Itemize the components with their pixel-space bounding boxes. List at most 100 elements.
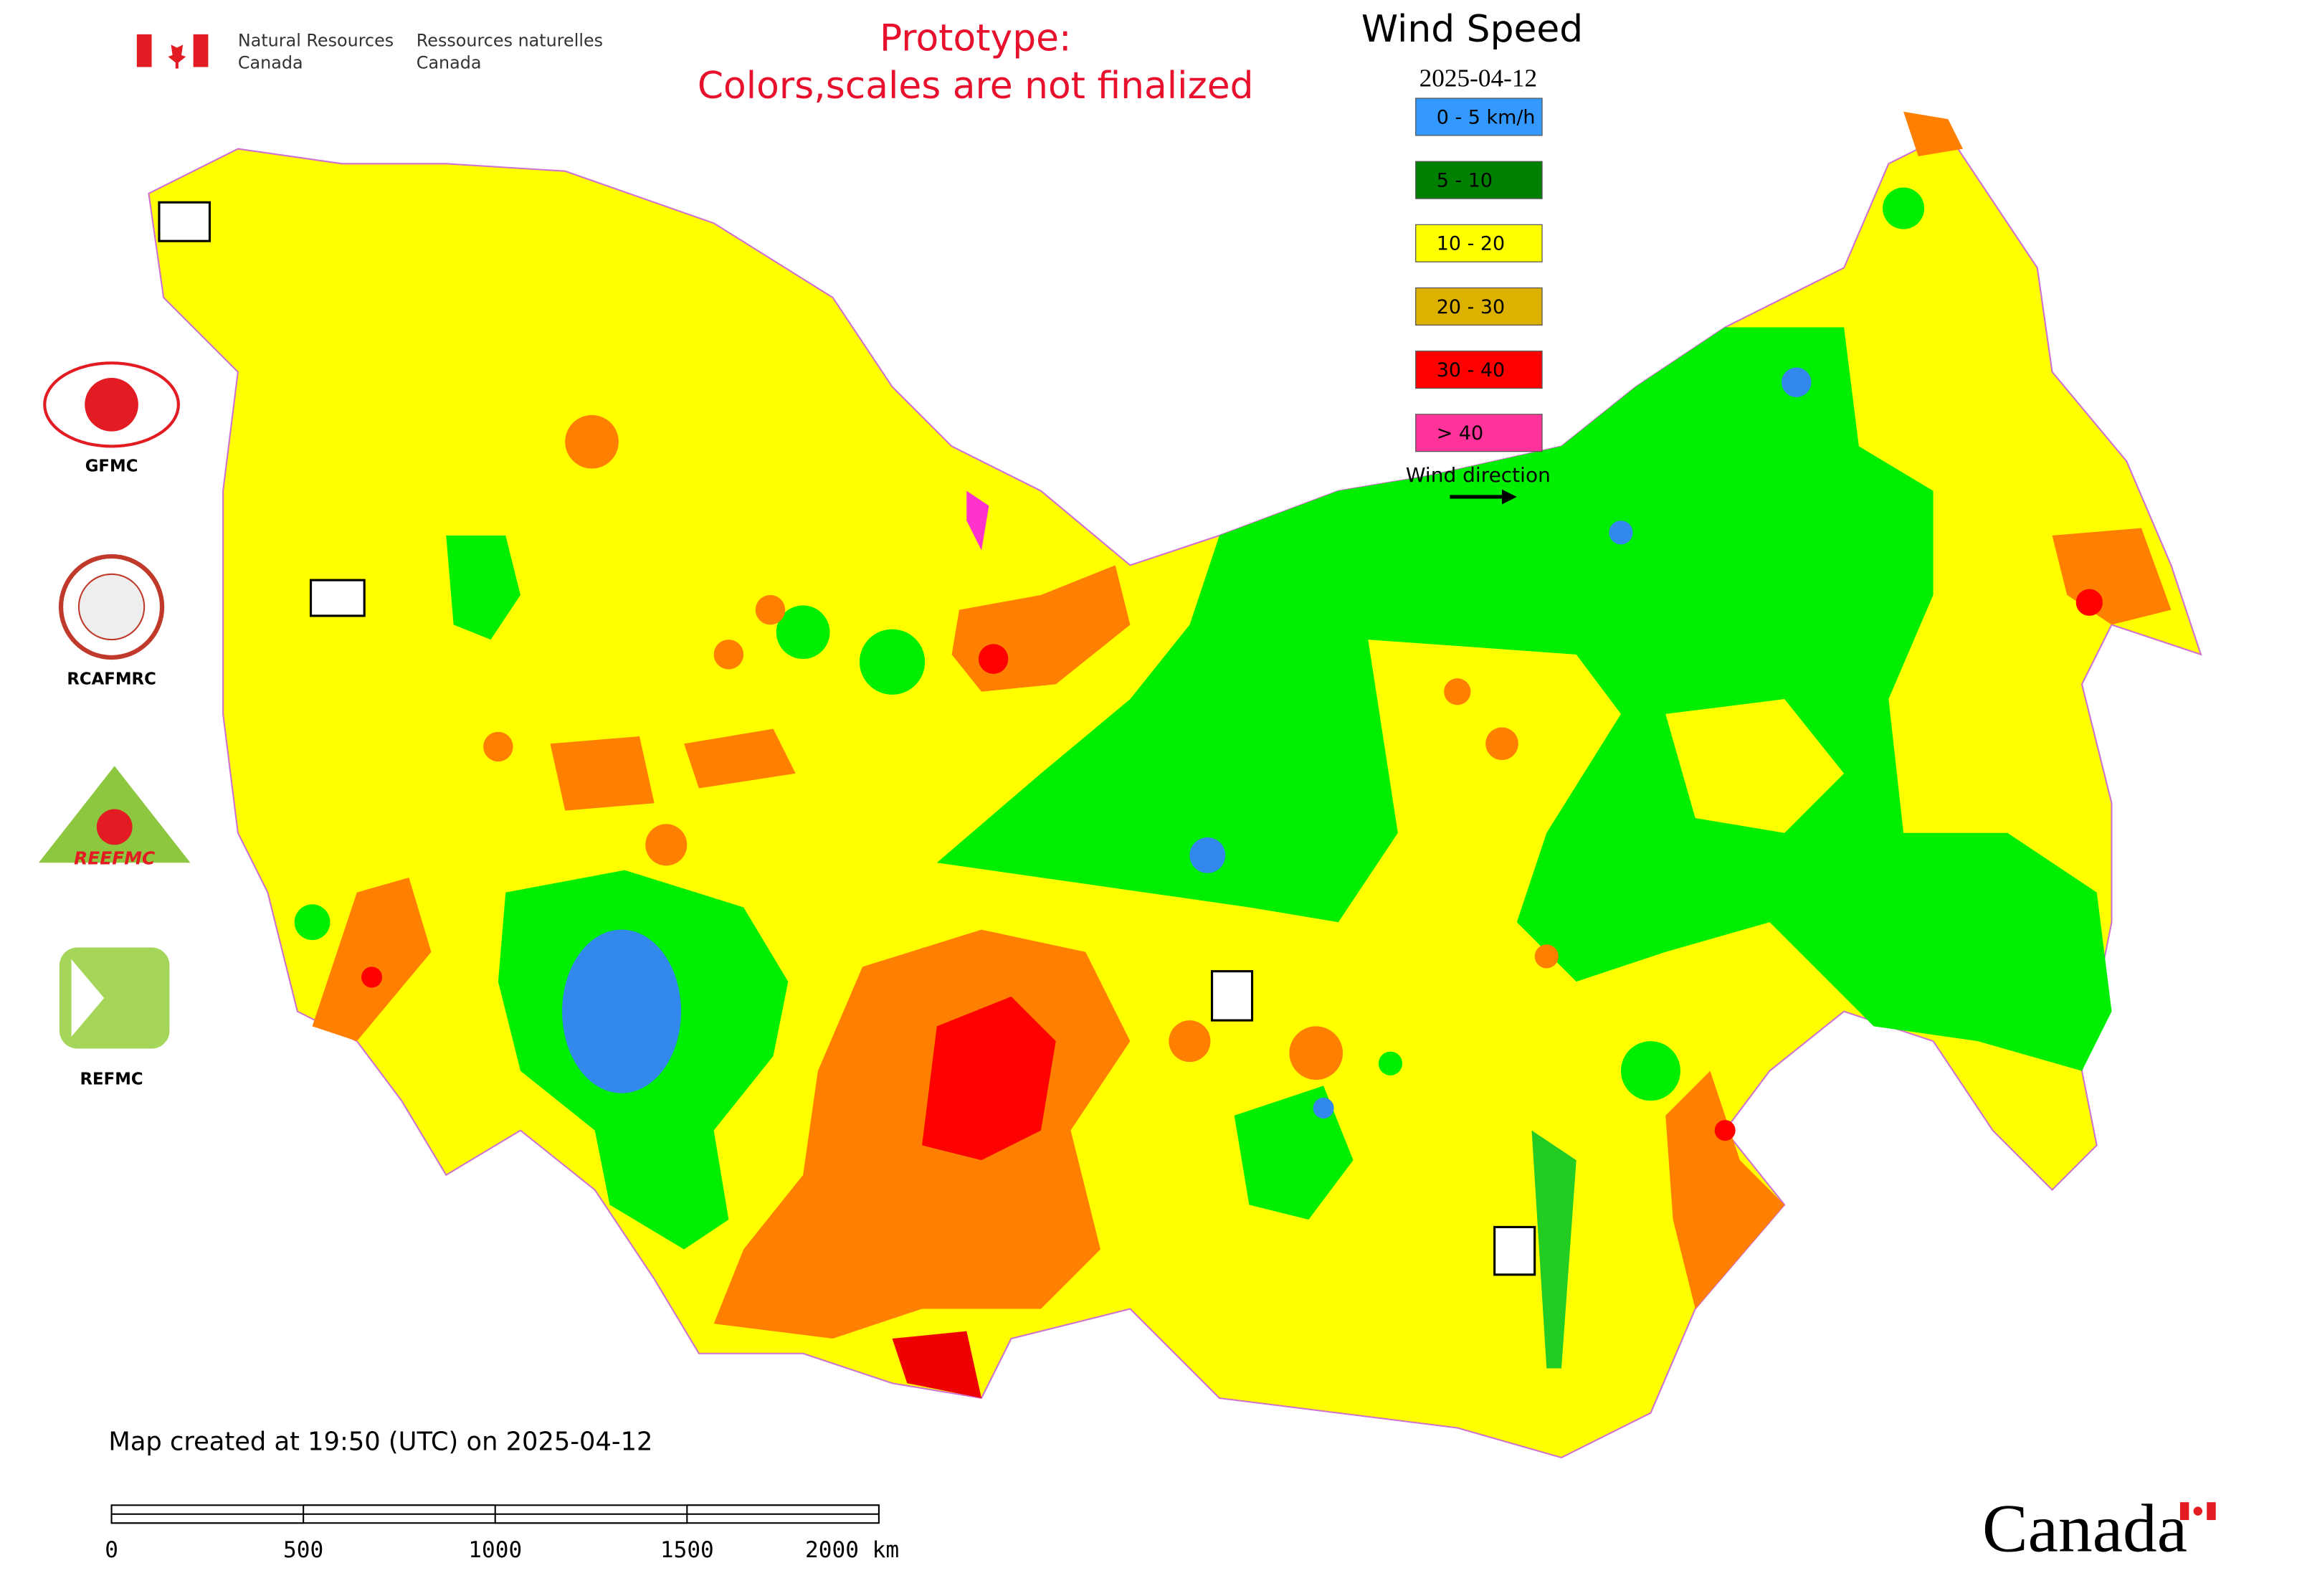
logo-column-rect xyxy=(59,947,170,1049)
wind-map-g-circle xyxy=(361,966,383,988)
wind-map-g-circle xyxy=(1313,1097,1334,1119)
wind-map-g-circle xyxy=(978,644,1009,674)
wind-map-path xyxy=(550,736,655,811)
canada-wordmark-rect xyxy=(2179,1502,2189,1521)
wind-map-g-circle xyxy=(1444,678,1471,706)
canada-wordmark: Canada xyxy=(1982,1491,2216,1567)
legend-label: 30 - 40 xyxy=(1437,359,1505,381)
wind-map xyxy=(148,111,2202,1459)
canada-wordmark-circle xyxy=(2193,1506,2203,1516)
prototype-notice: Colors,scales are not finalized xyxy=(698,65,1254,108)
wind-map-g xyxy=(483,414,1559,1080)
logo-column-circle xyxy=(77,573,146,641)
scale-label: 500 xyxy=(283,1537,323,1563)
wind-map-g-circle xyxy=(565,414,619,469)
wind-map-g-circle xyxy=(1620,1041,1680,1101)
legend-swatch xyxy=(1415,224,1543,262)
wind-map-path xyxy=(892,1331,982,1398)
wind-map-path xyxy=(1665,699,1845,833)
canada-wordmark-rect xyxy=(2207,1502,2216,1521)
wind-map-g-circle xyxy=(1609,521,1633,545)
agency-fr: Canada xyxy=(417,53,482,73)
nrcan-signature: Natural Resources Canada Ressources natu… xyxy=(136,30,603,73)
wind-map-ellipse xyxy=(562,929,682,1093)
wind-map-path xyxy=(1665,1070,1785,1309)
wind-map-g-circle xyxy=(1714,1120,1736,1141)
wind-map-g-circle xyxy=(1534,944,1559,969)
nrcan-signature-rect xyxy=(136,34,152,67)
legend-swatch xyxy=(1415,98,1543,136)
wind-map-g-circle xyxy=(1289,1026,1343,1080)
wind-map-g-circle xyxy=(1781,367,1812,397)
logo-column-circle xyxy=(96,809,133,845)
legend-label: 0 - 5 km/h xyxy=(1437,106,1536,128)
map-created: Map created at 19:50 (UTC) on 2025-04-12 xyxy=(108,1428,652,1457)
wind-map-g-circle xyxy=(1378,1051,1403,1075)
wind-map-path xyxy=(936,327,2112,1071)
wordmark: Canada xyxy=(1982,1491,2187,1567)
legend: Wind Speed 2025-04-12 Wind direction 0 -… xyxy=(1361,8,1583,505)
wind-map-g-circle xyxy=(1189,837,1226,873)
wind-map-g-circle xyxy=(1485,727,1518,761)
legend-swatch xyxy=(1415,351,1543,389)
logo-label: RCAFMRC xyxy=(67,670,156,688)
wind-map-path xyxy=(684,728,796,789)
legend-label: 5 - 10 xyxy=(1437,169,1493,191)
scale-label: 1500 xyxy=(660,1537,714,1563)
wind-map-path xyxy=(312,877,432,1042)
wind-arrowhead xyxy=(1502,489,1517,505)
nrcan-signature-path xyxy=(168,39,186,69)
wind-direction-label: Wind direction xyxy=(1406,463,1551,487)
scale-label: 0 xyxy=(105,1537,118,1563)
logo-column-ellipse xyxy=(43,361,180,448)
wind-map-g xyxy=(361,589,2103,1141)
scale-segment xyxy=(110,1513,305,1524)
scale-segment xyxy=(303,1504,496,1515)
agency-en: Canada xyxy=(238,53,303,73)
wind-map-path xyxy=(966,490,989,551)
logo-column-path xyxy=(71,959,105,1037)
legend-swatch xyxy=(1415,414,1543,452)
wind-map-path xyxy=(1531,1130,1576,1369)
scale-segment xyxy=(686,1504,880,1515)
nrcan-signature-rect xyxy=(193,34,209,67)
prototype-notice: Prototype: xyxy=(880,17,1072,60)
wind-map-g xyxy=(1189,367,1812,1119)
wind-map-path xyxy=(1903,111,1964,156)
legend-label: 10 - 20 xyxy=(1437,233,1505,255)
wind-map-g-circle xyxy=(776,605,830,660)
logo-column: GFMC RCAFMRC REEFMC REFMC xyxy=(38,361,191,1088)
logo-label: GFMC xyxy=(85,457,138,476)
legend-title: Wind Speed xyxy=(1361,8,1583,51)
wind-map-g-circle xyxy=(483,731,513,762)
legend-date: 2025-04-12 xyxy=(1419,64,1537,92)
logo-label: REFMC xyxy=(80,1070,143,1088)
wind-map-g-circle xyxy=(645,824,688,866)
wind-map-g-circle xyxy=(755,594,786,625)
agency-fr: Ressources naturelles xyxy=(417,30,603,50)
wind-map-rect xyxy=(1493,1225,1536,1276)
wind-map-g-circle xyxy=(294,904,330,941)
wind-map-g-circle xyxy=(859,629,926,695)
wind-map-g-circle xyxy=(713,640,744,670)
scale-label: 2000 km xyxy=(805,1537,899,1563)
wind-map-rect xyxy=(158,201,211,242)
wind-map-rect xyxy=(1210,970,1254,1022)
wind-map-path xyxy=(1234,1086,1354,1220)
scale-label: 1000 xyxy=(468,1537,522,1563)
legend-label: 20 - 30 xyxy=(1437,296,1505,318)
scale-segment xyxy=(494,1513,688,1524)
logo-column-circle xyxy=(85,378,138,432)
legend-label: > 40 xyxy=(1437,422,1483,445)
wind-map-path xyxy=(446,535,521,640)
agency-en: Natural Resources xyxy=(238,30,394,50)
wind-map-g-circle xyxy=(1169,1020,1211,1063)
wind-map-g-circle xyxy=(1883,187,1925,229)
wind-map-g-circle xyxy=(2075,589,2103,616)
legend-swatch xyxy=(1415,287,1543,326)
scale-bar: 0 500 1000 1500 2000 km xyxy=(105,1504,899,1563)
wind-map-g xyxy=(294,187,1925,1101)
legend-swatch xyxy=(1415,161,1543,199)
